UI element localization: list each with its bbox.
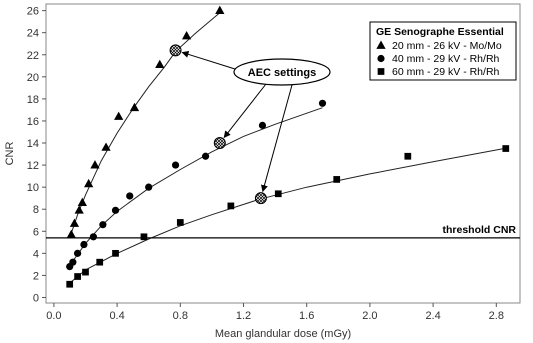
data-point-series-3	[82, 268, 89, 276]
legend-marker-series-2	[377, 54, 385, 63]
data-point-series-2	[80, 240, 88, 249]
data-point-series-1	[66, 229, 76, 238]
data-point-series-1	[90, 160, 100, 169]
y-tick-label: 22	[27, 50, 39, 62]
data-point-series-1	[155, 59, 165, 69]
plot-area: 0.0 0.4 0.8 1.2 1.6 2.0 2.4 2.80246810121416182…	[27, 3, 521, 322]
plot-frame	[45, 3, 521, 304]
x-axis-title: Mean glandular dose (mGy)	[215, 328, 351, 340]
y-tick-label: 24	[27, 28, 39, 40]
aec-point	[213, 137, 226, 150]
data-point-series-1	[101, 142, 111, 151]
y-tick-label: 18	[27, 94, 39, 106]
y-tick-label: 26	[27, 6, 39, 18]
threshold-label: threshold CNR	[443, 224, 517, 236]
data-point-series-3	[112, 249, 119, 257]
legend-title: GE Senographe Essential	[376, 26, 504, 38]
y-axis-title: CNR	[4, 142, 16, 166]
data-point-series-3	[333, 176, 341, 183]
data-point-series-3	[74, 273, 81, 280]
y-tick-label: 14	[27, 138, 39, 150]
y-tick-label: 20	[27, 72, 39, 84]
data-point-series-1	[215, 5, 225, 14]
data-point-series-2	[111, 206, 120, 214]
y-tick-label: 6	[33, 226, 39, 238]
data-point-series-1	[114, 111, 124, 120]
data-point-series-2	[99, 221, 107, 229]
data-point-series-1	[77, 197, 87, 206]
x-tick-label: 2.4	[425, 310, 440, 322]
data-point-series-2	[318, 99, 327, 107]
data-point-series-2	[201, 152, 210, 160]
legend-marker-series-1	[376, 40, 386, 49]
data-point-series-2	[89, 233, 97, 241]
x-tick-label: 2.8	[489, 310, 504, 322]
aec-point	[169, 44, 182, 57]
data-point-series-1	[69, 218, 80, 227]
data-point-series-3	[176, 219, 184, 226]
x-tick-label: 0.0	[46, 310, 61, 322]
data-point-series-1	[84, 178, 94, 188]
data-point-series-2	[74, 249, 82, 257]
data-point-series-2	[145, 183, 153, 191]
data-point-series-2	[171, 161, 180, 169]
y-tick-label: 12	[27, 160, 39, 172]
data-point-series-1	[129, 102, 140, 112]
y-tick-label: 16	[27, 116, 39, 128]
aec-arrow	[223, 83, 267, 139]
data-point-series-2	[126, 192, 134, 200]
data-point-series-3	[404, 152, 412, 160]
data-point-series-3	[140, 233, 148, 241]
fit-curve-series-1	[69, 12, 221, 239]
fit-curve-series-3	[69, 148, 505, 284]
legend: GE Senographe Essential 20 mm - 26 kV - …	[369, 21, 517, 81]
y-tick-label: 4	[33, 248, 39, 260]
data-point-series-2	[258, 121, 267, 129]
data-point-series-1	[181, 31, 192, 40]
x-tick-label: 2.0	[362, 310, 377, 322]
y-tick-label: 0	[33, 292, 39, 304]
data-point-series-3	[96, 258, 104, 266]
data-point-series-2	[69, 258, 77, 266]
x-tick-label: 1.6	[299, 310, 314, 322]
data-point-series-3	[66, 280, 74, 288]
annotation-group: AEC settings	[181, 50, 331, 193]
aec-annotation-text: AEC settings	[248, 67, 316, 79]
aec-point	[254, 192, 267, 205]
fit-curve-series-2	[69, 107, 323, 266]
data-point-series-1	[74, 205, 84, 214]
aec-arrow	[261, 84, 293, 193]
data-point-series-3	[502, 145, 510, 152]
aec-arrow	[181, 50, 236, 70]
data-point-series-3	[227, 202, 235, 210]
aec-annotation-bubble	[233, 58, 331, 86]
legend-marker-series-3	[377, 68, 385, 75]
threshold-group: threshold CNR	[46, 224, 520, 239]
y-tick-label: 8	[33, 204, 39, 216]
x-tick-label: 1.2	[236, 310, 251, 322]
data-point-series-3	[274, 190, 282, 198]
y-tick-label: 10	[27, 182, 39, 194]
y-tick-label: 2	[33, 270, 39, 282]
x-tick-label: 0.8	[173, 310, 188, 322]
legend-label-series-2: 40 mm - 29 kV - Rh/Rh	[392, 53, 500, 65]
legend-box	[369, 21, 517, 81]
legend-label-series-1: 20 mm - 26 kV - Mo/Mo	[392, 40, 502, 52]
x-tick-label: 0.4	[109, 310, 124, 322]
legend-label-series-3: 60 mm - 29 kV - Rh/Rh	[392, 66, 500, 78]
